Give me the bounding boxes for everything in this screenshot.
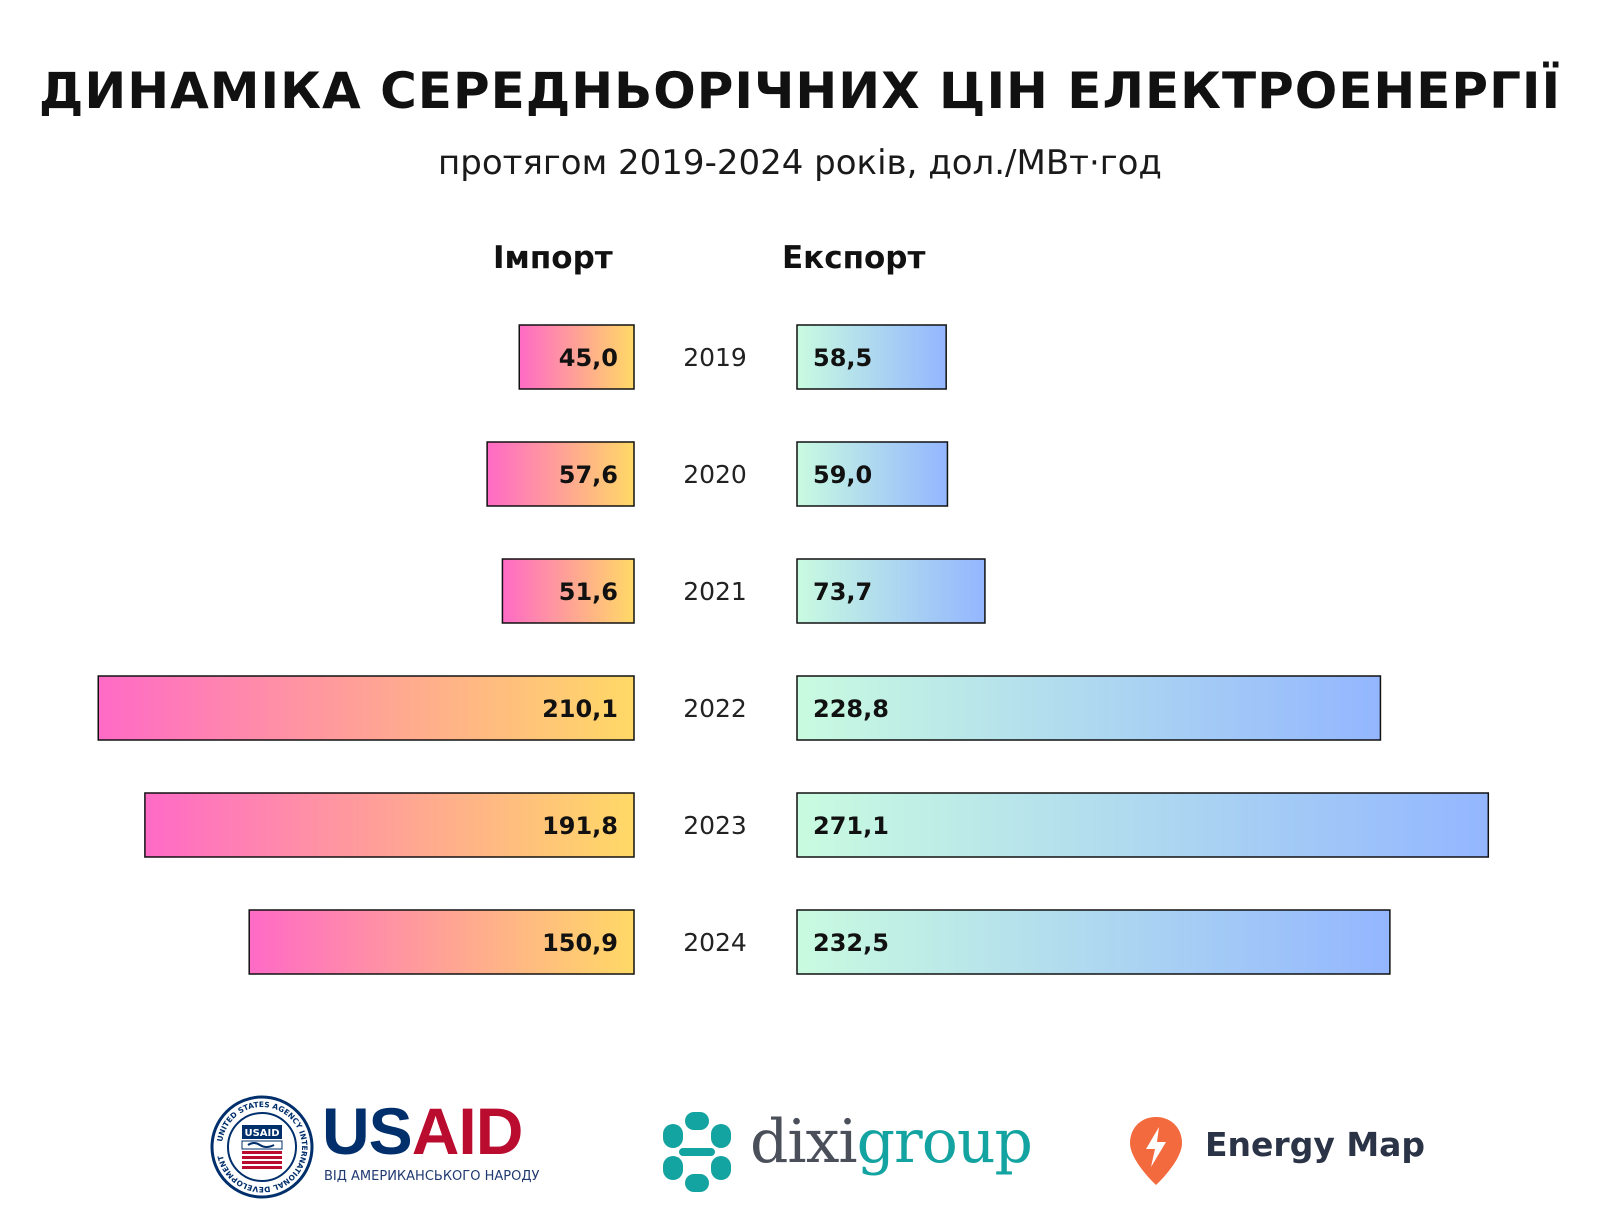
export-bar-2022 bbox=[796, 675, 1382, 741]
year-label-2020: 2020 bbox=[683, 460, 747, 489]
chart-subtitle: протягом 2019-2024 років, дол./МВт·год bbox=[438, 143, 1162, 183]
import-value-label-2022: 210,1 bbox=[542, 695, 618, 723]
export-value-label-2020: 59,0 bbox=[813, 461, 872, 489]
import-bar-2021 bbox=[501, 558, 635, 624]
export-value-label-2021: 73,7 bbox=[813, 578, 872, 606]
import-column-header: Імпорт bbox=[493, 240, 613, 276]
year-label-2022: 2022 bbox=[683, 694, 747, 723]
import-bar-2024 bbox=[248, 909, 635, 975]
chart-title: ДИНАМІКА СЕРЕДНЬОРІЧНИХ ЦІН ЕЛЕКТРОЕНЕРГ… bbox=[38, 62, 1562, 120]
energy-map-pin-icon bbox=[1130, 1117, 1182, 1185]
export-value-label-2024: 232,5 bbox=[813, 929, 889, 957]
export-bar-2021 bbox=[796, 558, 986, 624]
export-value-label-2022: 228,8 bbox=[813, 695, 889, 723]
diverging-bar-chart: 45,0 2019 58,5 57,6 2020 59,0 51,6 2021 73,7 210,… bbox=[97, 324, 1490, 975]
export-value-label-2023: 271,1 bbox=[813, 812, 889, 840]
export-bar-2019 bbox=[796, 324, 947, 390]
usaid-seal-name: USAID bbox=[244, 1128, 279, 1139]
export-column-header: Експорт bbox=[782, 240, 926, 276]
import-value-label-2021: 51,6 bbox=[559, 578, 618, 606]
import-bar-2023 bbox=[144, 792, 635, 858]
export-value-label-2019: 58,5 bbox=[813, 344, 872, 372]
usaid-seal-icon: UNITED STATES AGENCY INTERNATIONAL DEVEL… bbox=[210, 1095, 314, 1199]
logo-strip: UNITED STATES AGENCY INTERNATIONAL DEVEL… bbox=[0, 1095, 1600, 1215]
import-bar-2020 bbox=[486, 441, 635, 507]
export-bar-2024 bbox=[796, 909, 1391, 975]
year-label-2024: 2024 bbox=[683, 928, 747, 957]
dixigroup-wordmark: dixigroup bbox=[750, 1107, 1033, 1177]
import-bar-2019 bbox=[518, 324, 635, 390]
import-value-label-2024: 150,9 bbox=[542, 929, 618, 957]
usaid-subtitle: ВІД АМЕРИКАНСЬКОГО НАРОДУ bbox=[324, 1169, 540, 1184]
import-value-label-2020: 57,6 bbox=[559, 461, 618, 489]
year-label-2023: 2023 bbox=[683, 811, 747, 840]
import-value-label-2019: 45,0 bbox=[559, 344, 618, 372]
energy-map-wordmark: Energy Map bbox=[1205, 1125, 1426, 1164]
import-bar-2022 bbox=[97, 675, 635, 741]
export-bar-2023 bbox=[796, 792, 1490, 858]
export-bar-2020 bbox=[796, 441, 949, 507]
year-label-2019: 2019 bbox=[683, 343, 747, 372]
import-value-label-2023: 191,8 bbox=[542, 812, 618, 840]
year-label-2021: 2021 bbox=[683, 577, 747, 606]
dixigroup-logo-icon bbox=[663, 1112, 731, 1192]
usaid-wordmark: USAID bbox=[322, 1094, 523, 1168]
